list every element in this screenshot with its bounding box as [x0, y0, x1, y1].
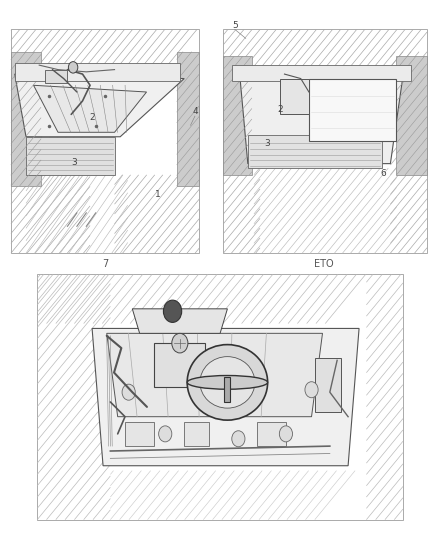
Text: 3: 3	[264, 140, 270, 148]
Text: 2: 2	[89, 113, 95, 122]
Polygon shape	[34, 85, 147, 132]
Polygon shape	[15, 63, 180, 81]
Circle shape	[232, 431, 245, 447]
Polygon shape	[177, 52, 199, 186]
Text: 7: 7	[102, 259, 108, 269]
Bar	[125, 422, 154, 446]
Bar	[45, 70, 67, 83]
Bar	[223, 29, 427, 253]
Bar	[257, 422, 286, 446]
Text: 3: 3	[71, 158, 78, 167]
Polygon shape	[280, 78, 309, 115]
Polygon shape	[309, 78, 396, 141]
Circle shape	[279, 426, 293, 442]
Polygon shape	[15, 74, 184, 137]
Polygon shape	[132, 309, 227, 333]
Polygon shape	[11, 52, 41, 186]
Text: 6: 6	[380, 169, 386, 177]
Ellipse shape	[187, 376, 268, 389]
Circle shape	[68, 62, 78, 73]
Bar	[315, 358, 341, 412]
Circle shape	[163, 300, 182, 322]
Circle shape	[305, 382, 318, 398]
Polygon shape	[107, 333, 322, 417]
Polygon shape	[26, 137, 115, 175]
Ellipse shape	[187, 345, 268, 420]
Bar	[225, 377, 230, 402]
Polygon shape	[248, 134, 382, 168]
Ellipse shape	[200, 357, 255, 408]
Bar	[37, 274, 403, 520]
Text: 2: 2	[278, 105, 283, 114]
Bar	[11, 29, 199, 253]
Bar	[154, 343, 205, 387]
Circle shape	[159, 426, 172, 442]
Bar	[184, 422, 209, 446]
Text: 1: 1	[155, 190, 161, 199]
Polygon shape	[223, 56, 252, 175]
Polygon shape	[232, 65, 411, 81]
Polygon shape	[396, 56, 427, 175]
Text: ETO: ETO	[314, 259, 334, 269]
Circle shape	[122, 384, 135, 400]
Text: 4: 4	[192, 108, 198, 116]
Polygon shape	[92, 328, 359, 466]
Polygon shape	[240, 74, 403, 164]
Text: 5: 5	[232, 21, 238, 29]
Circle shape	[172, 333, 188, 353]
